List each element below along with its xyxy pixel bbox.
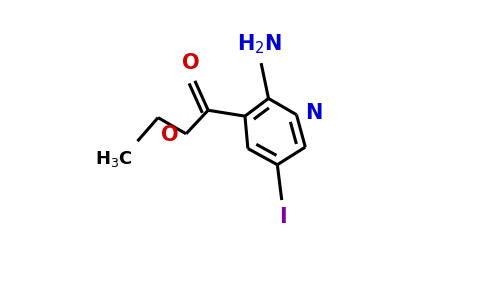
Text: I: I: [279, 207, 287, 227]
Text: N: N: [305, 103, 322, 123]
Text: H$_2$N: H$_2$N: [237, 32, 282, 56]
Text: O: O: [161, 125, 179, 145]
Text: H$_3$C: H$_3$C: [95, 149, 133, 170]
Text: O: O: [182, 53, 199, 74]
